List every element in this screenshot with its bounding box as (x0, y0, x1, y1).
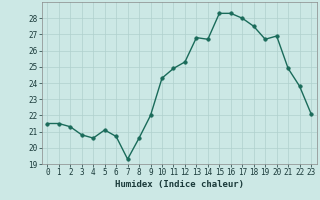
X-axis label: Humidex (Indice chaleur): Humidex (Indice chaleur) (115, 180, 244, 189)
